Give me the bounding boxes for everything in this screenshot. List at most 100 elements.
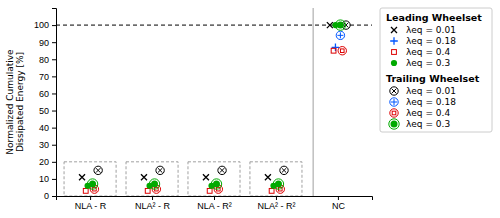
marker-part [141, 174, 147, 180]
point [211, 179, 221, 189]
y-tick-mark [52, 196, 56, 197]
y-tick: 70 [39, 72, 56, 82]
y-tick: 40 [39, 123, 56, 133]
y-tick-mark [52, 42, 56, 43]
legend-label: λeq = 0.3 [406, 119, 450, 129]
y-tick: 10 [39, 174, 56, 184]
y-axis-title-line: Dissipated Energy [%] [15, 52, 25, 152]
y-tick: 20 [39, 157, 56, 167]
x-tick-mark [276, 196, 277, 200]
y-tick: 90 [39, 38, 56, 48]
point [218, 166, 226, 174]
marker-part [337, 22, 344, 29]
y-tick-label: 100 [34, 20, 49, 30]
point [94, 166, 102, 174]
marker-part [275, 181, 282, 188]
y-tick-label: 50 [39, 106, 49, 116]
y-axis-title-line: Normalized Cumulative [5, 49, 15, 155]
marker-part [389, 119, 399, 129]
inset-box [188, 162, 240, 196]
marker-part [391, 99, 397, 105]
plot: 0102030405060708090100NLA - RNLA² - RNLA… [34, 8, 373, 211]
marker-part [391, 27, 397, 33]
legend-label: λeq = 0.18 [406, 36, 456, 46]
x-tick-label: NC [332, 201, 345, 211]
point [327, 22, 333, 28]
inset-box [250, 162, 302, 196]
legend-marker [390, 37, 398, 45]
legend-title: Leading Wheelset [386, 12, 482, 23]
x-tick: NLA² - R² [257, 196, 295, 211]
marker-part [151, 181, 158, 188]
y-tick-mark [52, 93, 56, 94]
point [149, 179, 159, 189]
marker-part [213, 181, 220, 188]
marker-part [265, 174, 271, 180]
marker-part [220, 168, 225, 173]
marks [56, 8, 372, 196]
y-tick: 80 [39, 55, 56, 65]
marker-part [392, 89, 397, 94]
y-tick-label: 60 [39, 89, 49, 99]
legend-title: Trailing Wheelset [386, 73, 480, 84]
marker-part [211, 179, 221, 189]
y-axis-title: Normalized CumulativeDissipated Energy [… [5, 49, 25, 155]
marker-part [269, 188, 274, 193]
x-axis-line [57, 197, 373, 201]
y-tick: 50 [39, 106, 56, 116]
x-tick: NLA² - R [135, 196, 171, 211]
x-tick-label: NLA - R [75, 201, 107, 211]
y-tick-label: 40 [39, 123, 49, 133]
point [87, 179, 97, 189]
point [269, 188, 274, 193]
marker-part [145, 188, 150, 193]
y-tick-mark [52, 128, 56, 129]
y-tick-mark [52, 162, 56, 163]
x-tick-label: NLA² - R [135, 201, 171, 211]
marker-part [335, 20, 345, 30]
marker-part [218, 166, 226, 174]
marker-part [94, 166, 102, 174]
y-tick: 60 [39, 89, 56, 99]
marker-part [282, 168, 287, 173]
legend-marker [389, 119, 399, 129]
y-tick-label: 70 [39, 72, 49, 82]
legend-label: λeq = 0.18 [406, 97, 456, 107]
legend-marker [392, 50, 397, 55]
marker-part [203, 174, 209, 180]
legend-label: λeq = 0.4 [406, 108, 450, 118]
marker-part [336, 31, 344, 39]
y-tick: 0 [44, 191, 56, 201]
y-tick-mark [52, 179, 56, 180]
marker-part [207, 188, 212, 193]
marker-part [390, 37, 398, 45]
marker-part [391, 121, 398, 128]
y-axis-line [52, 9, 57, 197]
legend-marker [390, 109, 398, 117]
marker-part [149, 179, 159, 189]
point [83, 188, 88, 193]
legend-frame [380, 8, 492, 132]
x-tick-mark [90, 196, 91, 200]
marker-part [79, 174, 85, 180]
marker-part [158, 168, 163, 173]
marker-part [390, 87, 398, 95]
marker-part [392, 50, 397, 55]
point [156, 166, 164, 174]
legend-label: λeq = 0.01 [406, 86, 456, 96]
marker-part [83, 188, 88, 193]
marker-part [96, 168, 101, 173]
legend-marker [391, 60, 397, 66]
y-tick-mark [52, 76, 56, 77]
marker-part [390, 98, 398, 106]
separator [313, 8, 314, 196]
point [265, 174, 271, 180]
x-tick: NLA - R² [197, 196, 232, 211]
inset-box [126, 162, 178, 196]
legend: Leading Wheelsetλeq = 0.01λeq = 0.18λeq … [380, 8, 492, 132]
marker-part [338, 47, 346, 55]
point [338, 47, 346, 55]
chart: 0102030405060708090100NLA - RNLA² - RNLA… [0, 0, 500, 218]
point [331, 48, 336, 53]
marker-part [392, 111, 396, 115]
